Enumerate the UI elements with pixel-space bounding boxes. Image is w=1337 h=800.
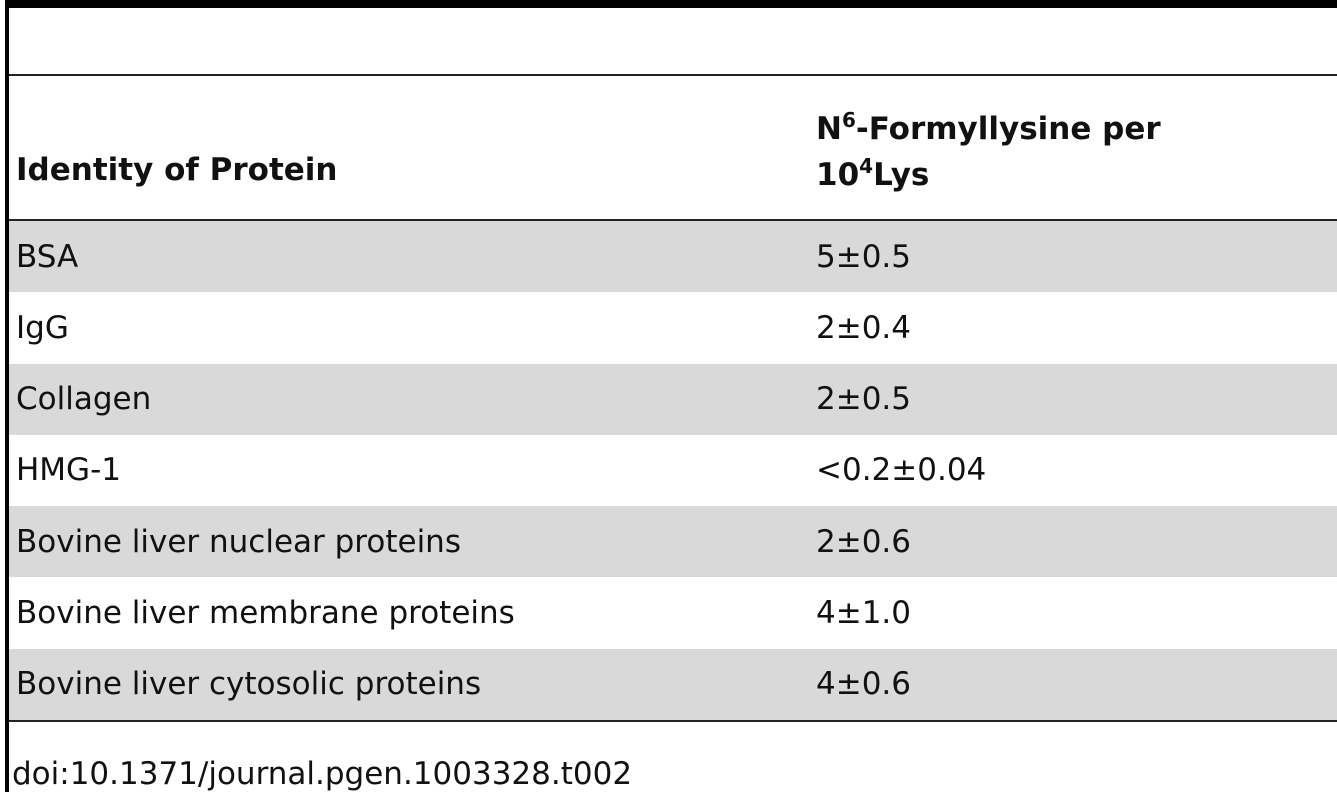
column-header: Identity of Protein (16, 152, 338, 188)
superscript: 4 (859, 154, 874, 178)
header-text: -Formyllysine per (855, 111, 1161, 147)
header-bottom-rule (9, 219, 1337, 221)
table-row: BSA 5±0.5 (9, 221, 1337, 292)
column-header: N6-Formyllysine per 104Lys (816, 106, 1161, 198)
superscript: 6 (841, 108, 856, 132)
table-cell: 2±0.5 (816, 381, 911, 418)
bottom-rule (9, 720, 1337, 722)
doi: doi:10.1371/journal.pgen.1003328.t002 (12, 756, 633, 792)
table-cell: 2±0.4 (816, 309, 911, 346)
table-cell: IgG (16, 309, 69, 346)
table-row: Bovine liver membrane proteins 4±1.0 (9, 578, 1337, 649)
header-text: 10 (816, 157, 860, 193)
header-text: Lys (873, 157, 930, 193)
header-rule (9, 74, 1337, 76)
table-cell: 2±0.6 (816, 523, 911, 560)
table-cell: 4±0.6 (816, 666, 911, 703)
header-text: N (816, 111, 842, 147)
table-cell: Bovine liver membrane proteins (16, 595, 515, 631)
table-row: Bovine liver cytosolic proteins 4±0.6 (9, 648, 1337, 720)
table-cell: BSA (16, 238, 79, 275)
table-cell: 5±0.5 (816, 238, 911, 275)
table-cell: Collagen (16, 381, 152, 418)
table-row: Bovine liver nuclear proteins 2±0.6 (9, 506, 1337, 578)
table-row: Collagen 2±0.5 (9, 363, 1337, 435)
table-cell: HMG-1 (16, 452, 121, 489)
top-rule (5, 0, 1337, 8)
table-cell: Bovine liver cytosolic proteins (16, 666, 482, 703)
table-cell: 4±1.0 (816, 595, 911, 631)
left-rule (5, 0, 9, 792)
table-cell: Bovine liver nuclear proteins (16, 523, 461, 560)
table-cell: <0.2±0.04 (816, 452, 987, 489)
table-row: HMG-1 <0.2±0.04 (9, 435, 1337, 506)
table-row: IgG 2±0.4 (9, 292, 1337, 363)
